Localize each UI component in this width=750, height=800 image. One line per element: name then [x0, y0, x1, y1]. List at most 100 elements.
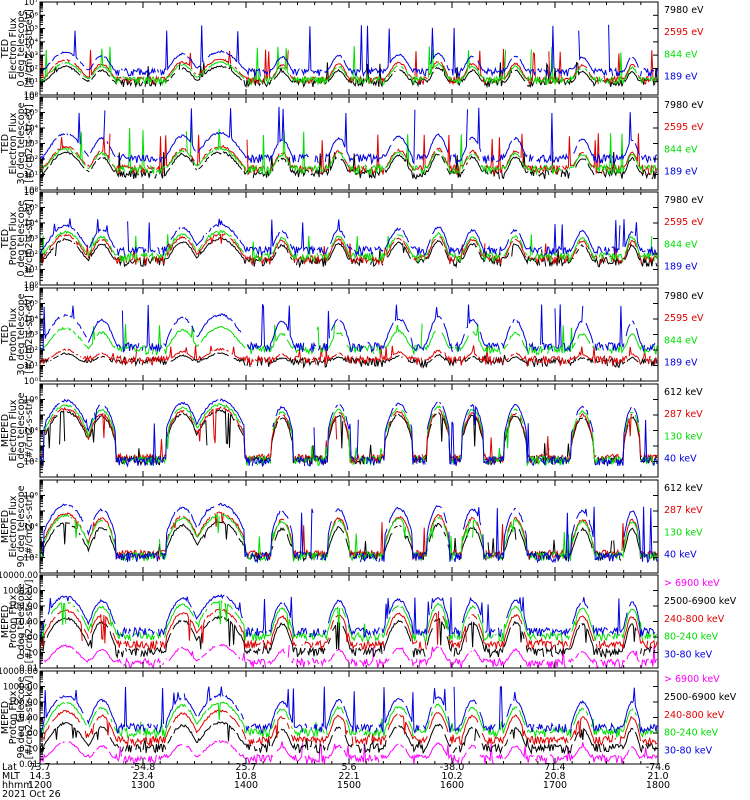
footer-row-label-3: hhmm — [2, 780, 33, 791]
legend-entry-7-3: 240-800 keV — [664, 614, 725, 625]
ytick-label-4-3: 10³ — [24, 331, 38, 341]
legend-entry-7-5: 30-80 keV — [664, 650, 713, 661]
legend-entry-3-3: 844 eV — [664, 239, 698, 250]
legend-entry-2-1: 7980 eV — [664, 100, 704, 111]
ylabel-7-3: 0 deg telescope — [16, 583, 27, 659]
ytick-label-8-3: 10.00 — [14, 714, 38, 724]
series-7-3 — [39, 608, 658, 652]
panel-frame-4 — [39, 287, 659, 382]
series-line-8-1 — [39, 739, 658, 766]
ytick-label-4-2: 10² — [24, 346, 38, 356]
ylabel-1-3: 0 deg telescope — [16, 10, 27, 86]
ytick-label-7-5: 1000.00 — [3, 587, 38, 597]
footer-value-2-7: 21.0 — [647, 771, 668, 782]
ytick-label-8-5: 1000.00 — [3, 683, 38, 693]
ytick-label-3-5: 10⁵ — [24, 204, 38, 214]
ylabel-7-2: Proton Flux — [8, 594, 19, 648]
series-line-8-2 — [39, 721, 658, 755]
footer-value-2-6: 20.8 — [544, 771, 565, 782]
ytick-label-2-4: 10⁴ — [24, 124, 39, 134]
panel-8: 0.01 0.10 1.00 10.00 100.00 1000.00 10000.00 ME… — [0, 667, 737, 770]
series-line-8-4 — [39, 701, 658, 739]
ylabel-5-2: Electron Flux — [8, 399, 19, 461]
footer-value-1-5: -38.0 — [440, 762, 465, 773]
series-8-1 — [39, 739, 658, 766]
ytick-label-4-4: 10⁴ — [24, 315, 39, 325]
series-7-5 — [40, 595, 657, 637]
series-2-4 — [39, 106, 658, 166]
footer-value-3-4: 1500 — [337, 780, 361, 791]
series-2-1 — [39, 151, 658, 180]
ylabel-2-1: TED — [0, 134, 11, 154]
ytick-label-7-6: 10000.00 — [0, 571, 38, 581]
ylabel-5-3: 0 deg telescope — [16, 392, 27, 468]
ytick-label-4-1: 10¹ — [24, 362, 38, 372]
ytick-label-1-4: 10⁴ — [24, 38, 39, 48]
ytick-label-2-1: 10¹ — [24, 171, 38, 181]
ylabel-2-3: 30 deg telescope — [16, 102, 27, 184]
footer-value-1-2: -54.8 — [131, 762, 156, 773]
series-line-7-3 — [39, 608, 658, 652]
ytick-label-1-5: 10⁵ — [24, 25, 38, 35]
legend-entry-5-2: 287 keV — [664, 409, 703, 420]
series-line-7-5 — [40, 595, 657, 637]
series-8-5 — [39, 686, 658, 735]
series-4-2 — [40, 345, 658, 367]
series-line-5-4 — [39, 398, 658, 468]
legend-entry-3-2: 2595 eV — [664, 217, 704, 228]
series-line-8-5 — [39, 686, 658, 735]
legend-entry-8-2: 2500-6900 keV — [664, 692, 737, 703]
footer-value-2-4: 22.1 — [338, 771, 359, 782]
series-line-1-1 — [39, 61, 658, 89]
series-8-2 — [39, 721, 658, 755]
series-4-4 — [40, 304, 657, 352]
ylabel-8-3: 90 deg telescope — [16, 676, 27, 758]
legend-entry-1-4: 189 eV — [664, 71, 698, 82]
series-line-3-4 — [39, 218, 658, 257]
legend-entry-4-1: 7980 eV — [664, 291, 704, 302]
legend-entry-6-1: 612 keV — [664, 483, 703, 494]
series-7-1 — [39, 643, 658, 670]
ylabel-6-4: [#/cm2-s-str] — [24, 495, 35, 558]
series-line-1-3 — [39, 46, 658, 87]
ytick-label-2-0: 10⁰ — [24, 186, 39, 196]
ylabel-6-1: MEPED — [0, 510, 11, 543]
ylabel-3-3: 0 deg telescope — [16, 200, 27, 276]
series-line-1-4 — [39, 24, 658, 79]
footer-value-2-5: 10.2 — [441, 771, 462, 782]
legend-entry-1-1: 7980 eV — [664, 5, 704, 16]
footer-value-1-4: 5.6 — [341, 762, 356, 773]
ytick-label-4-6: 10⁶ — [24, 284, 39, 294]
footer-value-3-3: 1400 — [234, 780, 258, 791]
ylabel-4-4: [#/cm2-s-str-eV] — [24, 295, 35, 374]
footer-date: 2021 Oct 26 — [2, 789, 61, 800]
legend-entry-4-2: 2595 eV — [664, 313, 704, 324]
ytick-label-1-6: 10⁶ — [24, 11, 39, 21]
ytick-label-2-6: 10⁶ — [24, 93, 39, 103]
ytick-label-8-6: 10000.00 — [0, 667, 38, 677]
ytick-label-1-3: 10³ — [24, 51, 38, 61]
legend-entry-8-3: 240-800 keV — [664, 710, 725, 721]
ylabel-3-2: Proton Flux — [8, 211, 19, 265]
legend-entry-8-4: 80-240 keV — [664, 728, 719, 739]
ytick-label-1-0: 10⁰ — [24, 91, 39, 101]
ylabel-5-4: [#/cm2-s-str] — [24, 399, 35, 462]
ytick-label-5-5: 10⁶ — [24, 396, 39, 406]
legend-entry-6-4: 40 keV — [664, 549, 697, 560]
ytick-label-1-1: 10¹ — [24, 78, 38, 88]
ylabel-3-4: [#/cm2-s-str-eV] — [24, 199, 35, 278]
ytick-label-7-2: 1.00 — [19, 633, 38, 643]
panel-frame-5 — [39, 383, 659, 478]
panel-7: 0.01 0.10 1.00 10.00 100.00 1000.00 10000.00 ME… — [0, 571, 737, 674]
ytick-label-8-1: 0.10 — [19, 745, 38, 755]
footer-value-1-7: -74.6 — [646, 762, 671, 773]
footer-value-3-7: 1800 — [646, 780, 670, 791]
footer-value-1-3: 25.7 — [235, 762, 256, 773]
ytick-label-8-0: 0.01 — [19, 760, 38, 770]
